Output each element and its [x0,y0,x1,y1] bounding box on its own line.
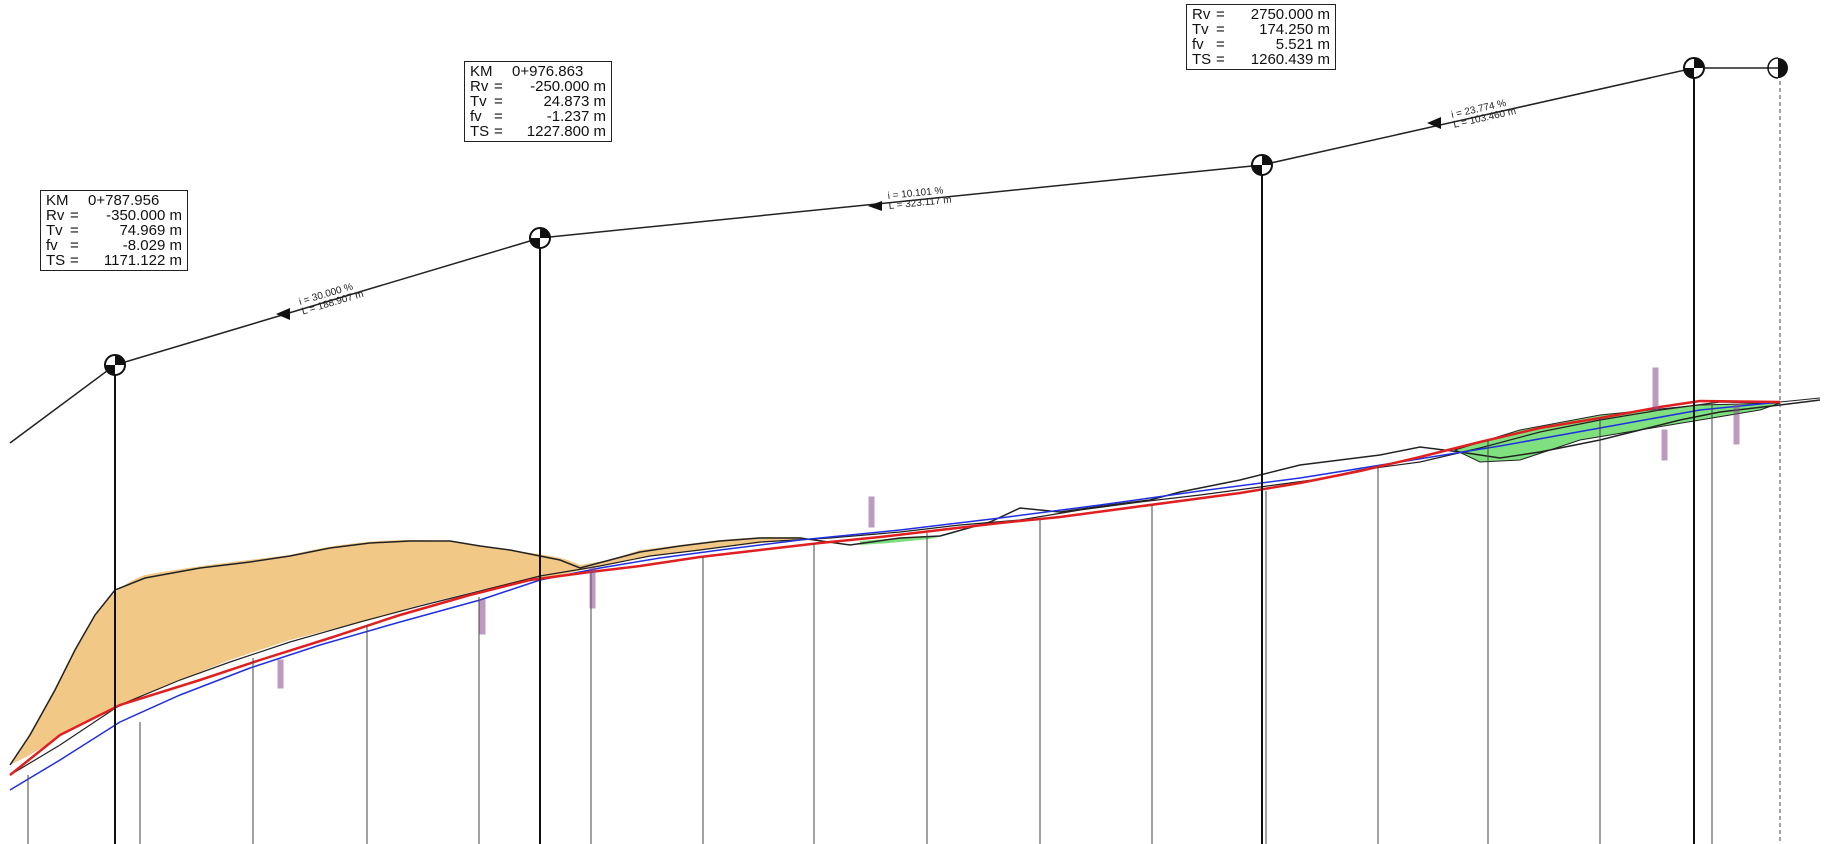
design-grade-line [9,399,1781,776]
cut-area-fill [10,537,815,765]
embankment-area-fill [860,532,960,545]
station-lines [27,404,1713,844]
arrow-icon [276,117,1441,320]
pvi-tangent-line [9,67,1778,444]
ground-line [9,399,1821,766]
elevation-marker-icon [277,367,1740,689]
vertical-curve-box: KM 0+976.863 Rv = -250.000 m Tv = 24.873 m fv… [464,61,612,142]
vertical-curve-box: Rv = 2750.000 m Tv = 174.250 m fv = 5.521 m TS… [1186,4,1336,70]
pvi-marker-icon[interactable] [1251,154,1273,176]
pvi-end-marker-icon[interactable] [1767,57,1788,79]
embankment-area-fill [1453,402,1781,463]
pvi-marker-icon[interactable] [104,354,126,376]
profile-extension-line [1779,397,1821,403]
pvi-vertical-lines [114,68,1695,844]
ground-line-secondary [9,401,1781,776]
pvi-marker-icon[interactable] [1683,57,1705,79]
alternative-grade-line [9,401,1781,791]
vertical-curve-box: KM 0+787.956 Rv = -350.000 m Tv = 74.969 m fv… [40,190,188,271]
pvi-marker-icon[interactable] [529,227,551,249]
